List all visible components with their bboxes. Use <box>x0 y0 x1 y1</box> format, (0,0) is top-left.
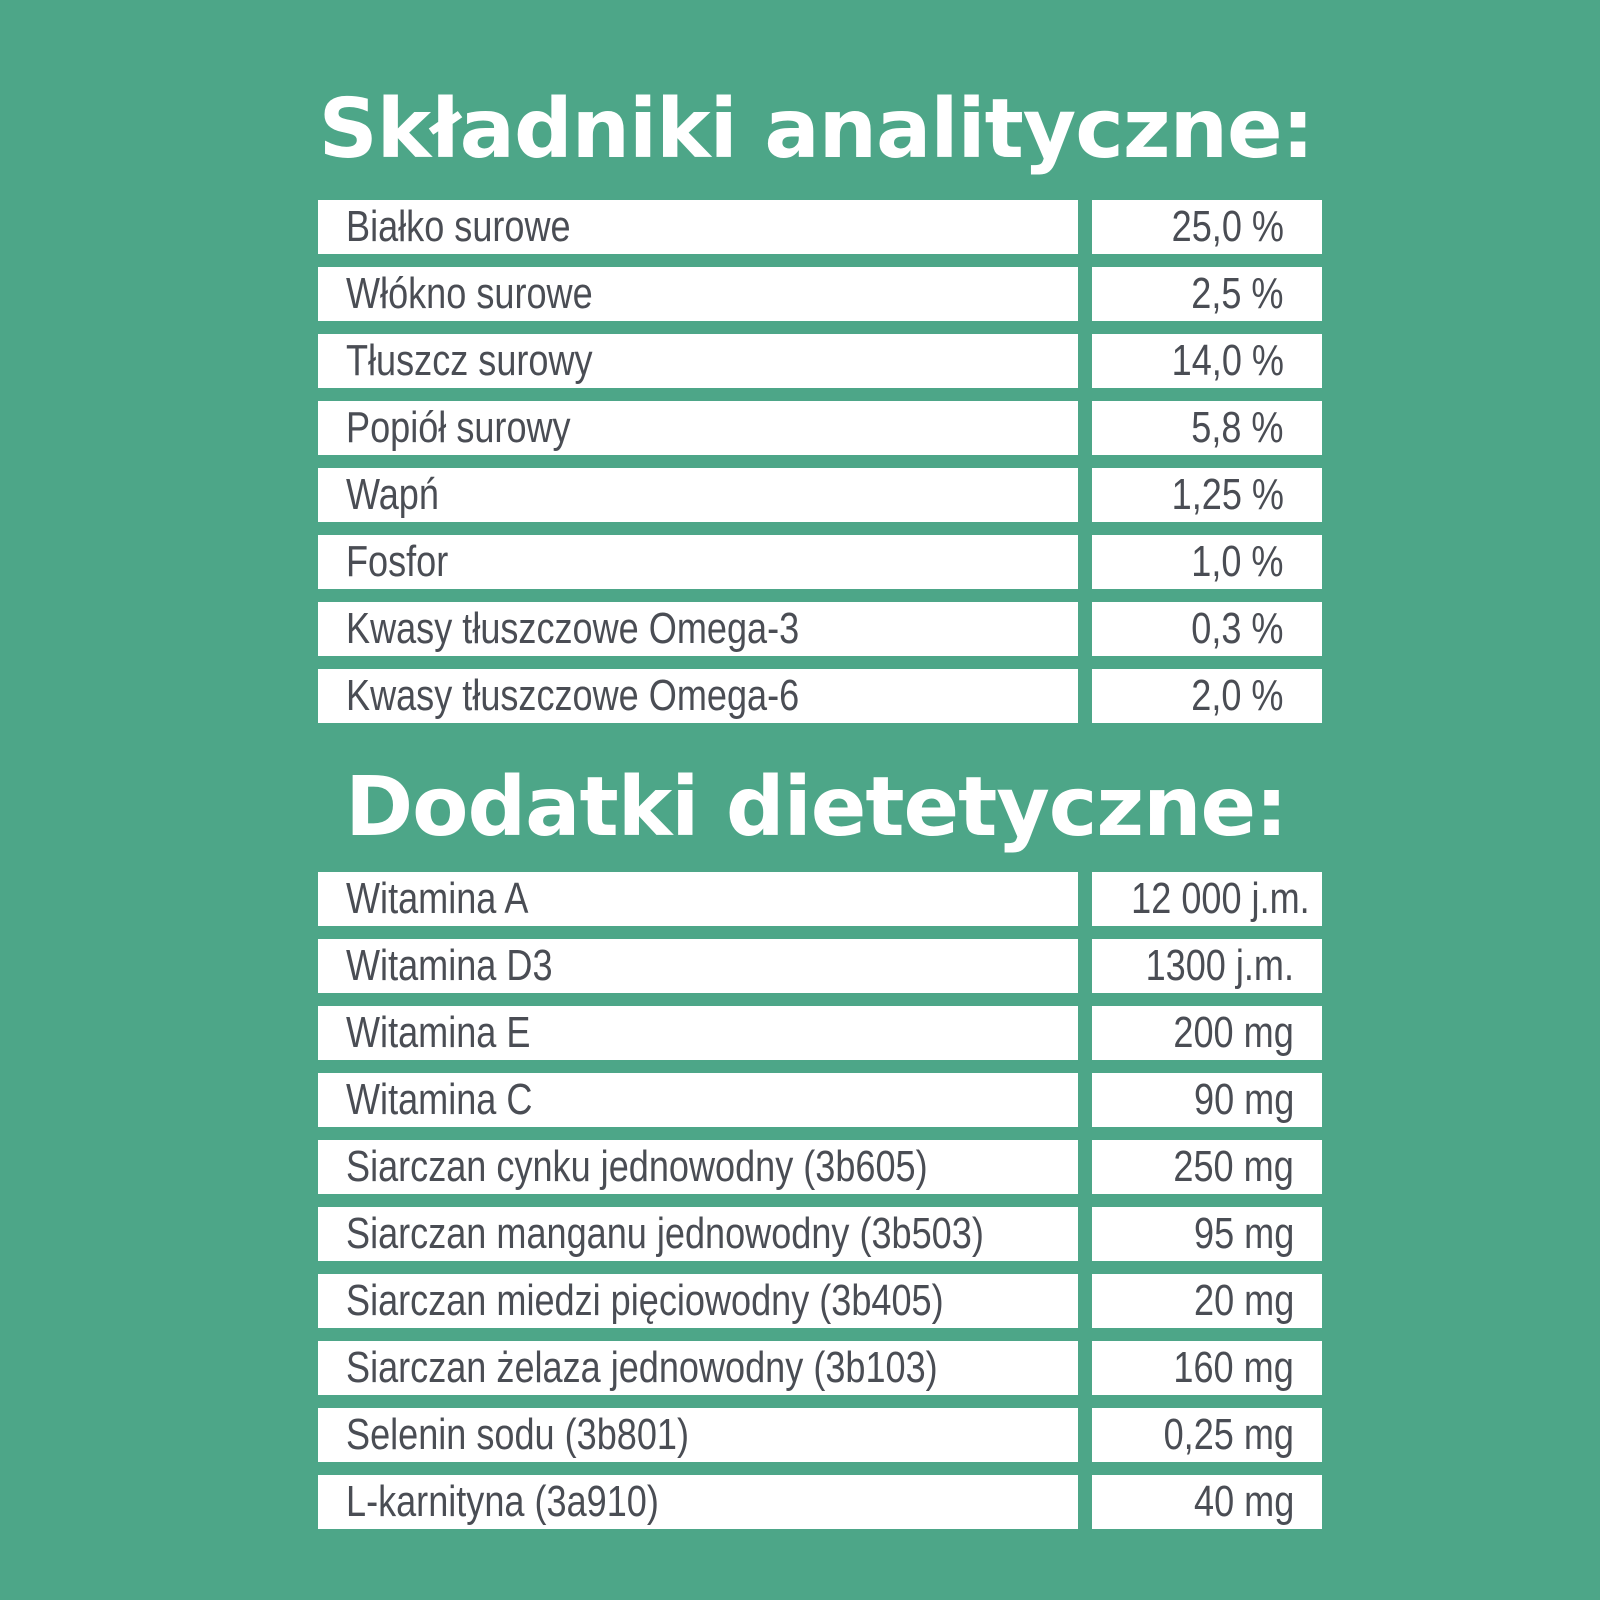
row-name: Kwasy tłuszczowe Omega-3 <box>346 604 800 653</box>
table-row: Siarczan miedzi pięciowodny (3b405) 20 m… <box>318 1274 1322 1328</box>
row-value: 2,5 % <box>1191 269 1284 318</box>
row-value-cell: 0,3 % <box>1092 602 1322 656</box>
table-row: Witamina E 200 mg <box>318 1006 1322 1060</box>
row-name-cell: Witamina C <box>318 1073 1078 1127</box>
row-name: Włókno surowe <box>346 269 593 318</box>
row-value: 95 mg <box>1193 1209 1294 1258</box>
row-value-cell: 0,25 mg <box>1092 1408 1322 1462</box>
row-name: Siarczan manganu jednowodny (3b503) <box>346 1209 984 1258</box>
row-value-cell: 1,25 % <box>1092 468 1322 522</box>
row-name-cell: Kwasy tłuszczowe Omega-3 <box>318 602 1078 656</box>
row-name-cell: Popiół surowy <box>318 401 1078 455</box>
table-row: Białko surowe 25,0 % <box>318 200 1322 254</box>
row-value-cell: 90 mg <box>1092 1073 1322 1127</box>
row-value-cell: 25,0 % <box>1092 200 1322 254</box>
row-name: Siarczan cynku jednowodny (3b605) <box>346 1142 928 1191</box>
row-value: 160 mg <box>1173 1343 1294 1392</box>
table-row: Włókno surowe 2,5 % <box>318 267 1322 321</box>
table-row: Siarczan manganu jednowodny (3b503) 95 m… <box>318 1207 1322 1261</box>
row-value: 2,0 % <box>1191 671 1284 720</box>
row-name-cell: Kwasy tłuszczowe Omega-6 <box>318 669 1078 723</box>
row-name: Fosfor <box>346 537 449 586</box>
row-name: Białko surowe <box>346 202 571 251</box>
row-value: 0,3 % <box>1191 604 1284 653</box>
row-name: Tłuszcz surowy <box>346 336 593 385</box>
row-value-cell: 40 mg <box>1092 1475 1322 1529</box>
row-name-cell: Siarczan miedzi pięciowodny (3b405) <box>318 1274 1078 1328</box>
row-value-cell: 5,8 % <box>1092 401 1322 455</box>
table-row: L-karnityna (3a910) 40 mg <box>318 1475 1322 1529</box>
row-value-cell: 250 mg <box>1092 1140 1322 1194</box>
row-name: L-karnityna (3a910) <box>346 1477 659 1526</box>
row-value: 1,0 % <box>1191 537 1284 586</box>
table-row: Wapń 1,25 % <box>318 468 1322 522</box>
table-row: Selenin sodu (3b801) 0,25 mg <box>318 1408 1322 1462</box>
row-value-cell: 1300 j.m. <box>1092 939 1322 993</box>
row-value-cell: 2,5 % <box>1092 267 1322 321</box>
row-value-cell: 160 mg <box>1092 1341 1322 1395</box>
table-row: Fosfor 1,0 % <box>318 535 1322 589</box>
table-row: Kwasy tłuszczowe Omega-6 2,0 % <box>318 669 1322 723</box>
row-name-cell: Siarczan żelaza jednowodny (3b103) <box>318 1341 1078 1395</box>
row-name-cell: Wapń <box>318 468 1078 522</box>
row-value: 5,8 % <box>1191 403 1284 452</box>
row-name: Wapń <box>346 470 439 519</box>
analytical-title: Składniki analityczne: <box>318 82 1315 177</box>
row-name-cell: Siarczan manganu jednowodny (3b503) <box>318 1207 1078 1261</box>
row-value: 14,0 % <box>1171 336 1284 385</box>
row-value: 250 mg <box>1173 1142 1294 1191</box>
row-value-cell: 95 mg <box>1092 1207 1322 1261</box>
row-value-cell: 200 mg <box>1092 1006 1322 1060</box>
row-value-cell: 12 000 j.m. <box>1092 872 1322 926</box>
row-value: 1300 j.m. <box>1145 941 1294 990</box>
row-name-cell: Witamina A <box>318 872 1078 926</box>
row-value-cell: 14,0 % <box>1092 334 1322 388</box>
table-row: Witamina A 12 000 j.m. <box>318 872 1322 926</box>
row-name-cell: Fosfor <box>318 535 1078 589</box>
row-name: Witamina D3 <box>346 941 553 990</box>
row-name: Popiół surowy <box>346 403 571 452</box>
row-name-cell: Selenin sodu (3b801) <box>318 1408 1078 1462</box>
table-row: Siarczan cynku jednowodny (3b605) 250 mg <box>318 1140 1322 1194</box>
row-value: 1,25 % <box>1171 470 1284 519</box>
analytical-table: Białko surowe 25,0 % Włókno surowe 2,5 %… <box>318 200 1322 736</box>
row-name: Siarczan żelaza jednowodny (3b103) <box>346 1343 938 1392</box>
table-row: Siarczan żelaza jednowodny (3b103) 160 m… <box>318 1341 1322 1395</box>
row-name-cell: L-karnityna (3a910) <box>318 1475 1078 1529</box>
row-name-cell: Witamina D3 <box>318 939 1078 993</box>
row-name-cell: Włókno surowe <box>318 267 1078 321</box>
table-row: Witamina D3 1300 j.m. <box>318 939 1322 993</box>
row-value: 200 mg <box>1173 1008 1294 1057</box>
row-name-cell: Witamina E <box>318 1006 1078 1060</box>
row-value: 12 000 j.m. <box>1131 874 1310 923</box>
row-value-cell: 2,0 % <box>1092 669 1322 723</box>
row-value-cell: 1,0 % <box>1092 535 1322 589</box>
row-name-cell: Siarczan cynku jednowodny (3b605) <box>318 1140 1078 1194</box>
row-value: 40 mg <box>1193 1477 1294 1526</box>
row-value: 20 mg <box>1193 1276 1294 1325</box>
row-value: 0,25 mg <box>1163 1410 1294 1459</box>
row-name-cell: Tłuszcz surowy <box>318 334 1078 388</box>
table-row: Kwasy tłuszczowe Omega-3 0,3 % <box>318 602 1322 656</box>
table-row: Popiół surowy 5,8 % <box>318 401 1322 455</box>
row-name: Witamina A <box>346 874 529 923</box>
row-name: Witamina E <box>346 1008 531 1057</box>
table-row: Witamina C 90 mg <box>318 1073 1322 1127</box>
additives-table: Witamina A 12 000 j.m. Witamina D3 1300 … <box>318 872 1322 1542</box>
row-name: Selenin sodu (3b801) <box>346 1410 690 1459</box>
additives-title: Dodatki dietetyczne: <box>345 760 1288 855</box>
row-name: Kwasy tłuszczowe Omega-6 <box>346 671 800 720</box>
row-value-cell: 20 mg <box>1092 1274 1322 1328</box>
row-name-cell: Białko surowe <box>318 200 1078 254</box>
row-name: Witamina C <box>346 1075 533 1124</box>
table-row: Tłuszcz surowy 14,0 % <box>318 334 1322 388</box>
row-name: Siarczan miedzi pięciowodny (3b405) <box>346 1276 944 1325</box>
row-value: 25,0 % <box>1171 202 1284 251</box>
row-value: 90 mg <box>1193 1075 1294 1124</box>
